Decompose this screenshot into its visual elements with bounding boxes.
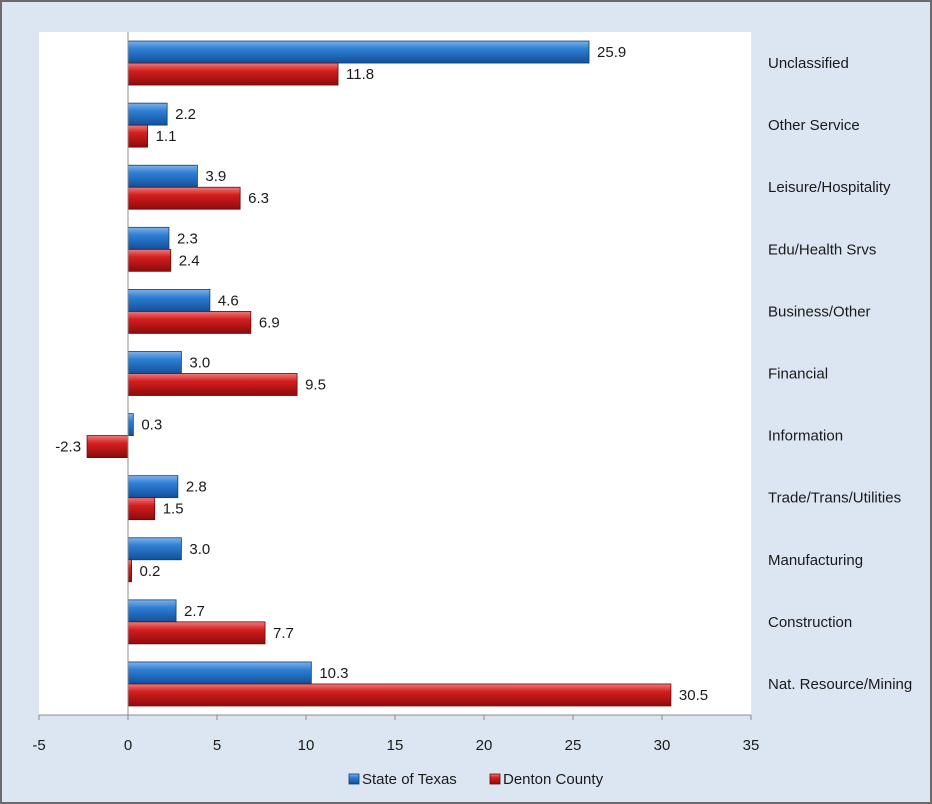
category-label: Financial xyxy=(768,366,828,383)
data-label: 1.5 xyxy=(163,501,184,518)
category-label: Information xyxy=(768,428,843,445)
x-tick-label: -5 xyxy=(32,737,45,754)
data-label: 0.2 xyxy=(140,563,161,580)
category-label: Manufacturing xyxy=(768,552,863,569)
denton-bar xyxy=(86,435,129,458)
category-label: Business/Other xyxy=(768,303,871,320)
texas-bar xyxy=(127,599,177,623)
legend-swatch xyxy=(489,773,501,785)
denton-bar xyxy=(127,559,132,583)
data-label: 6.9 xyxy=(259,314,280,331)
denton-bar xyxy=(127,311,252,334)
data-label: 2.8 xyxy=(186,479,207,496)
denton-bar xyxy=(127,373,298,396)
data-label: 3.9 xyxy=(205,168,226,185)
x-tick-label: 30 xyxy=(654,737,671,754)
x-tick-label: 5 xyxy=(213,737,221,754)
category-label: Construction xyxy=(768,614,852,631)
data-label: 3.0 xyxy=(189,355,210,372)
data-label: 1.1 xyxy=(156,128,177,145)
data-label: -2.3 xyxy=(55,439,81,456)
data-label: 3.0 xyxy=(189,541,210,558)
category-label: Other Service xyxy=(768,117,860,134)
data-label: 4.6 xyxy=(218,292,239,309)
data-label: 7.7 xyxy=(273,625,294,642)
denton-bar xyxy=(127,248,172,272)
legend-swatch xyxy=(348,773,360,785)
legend-label: Denton County xyxy=(503,771,604,788)
category-label: Trade/Trans/Utilities xyxy=(768,490,901,507)
x-tick-label: 35 xyxy=(743,737,760,754)
denton-bar xyxy=(127,497,156,521)
texas-bar xyxy=(127,537,182,561)
data-label: 30.5 xyxy=(679,687,708,704)
x-tick-label: 20 xyxy=(476,737,493,754)
denton-bar xyxy=(127,124,148,148)
texas-bar xyxy=(127,351,182,374)
denton-bar xyxy=(127,683,672,707)
data-label: 10.3 xyxy=(319,665,348,682)
data-label: 11.8 xyxy=(346,66,374,83)
category-label: Edu/Health Srvs xyxy=(768,241,876,258)
data-label: 0.3 xyxy=(141,417,162,434)
category-label: Nat. Resource/Mining xyxy=(768,676,912,693)
texas-bar xyxy=(127,661,312,685)
legend-label: State of Texas xyxy=(362,771,457,788)
x-tick-label: 15 xyxy=(387,737,404,754)
data-label: 2.2 xyxy=(175,106,196,123)
texas-bar xyxy=(127,475,179,499)
data-label: 2.7 xyxy=(184,603,205,620)
texas-bar xyxy=(127,164,198,188)
category-label: Unclassified xyxy=(768,55,849,72)
texas-bar xyxy=(127,40,590,64)
x-tick-label: 25 xyxy=(565,737,582,754)
data-label: 6.3 xyxy=(248,190,269,207)
data-label: 25.9 xyxy=(597,44,626,61)
x-tick-label: 0 xyxy=(124,737,132,754)
denton-bar xyxy=(127,621,266,645)
texas-bar xyxy=(127,226,170,250)
data-label: 2.4 xyxy=(179,252,200,269)
texas-bar xyxy=(127,413,134,436)
texas-bar xyxy=(127,102,168,126)
data-label: 2.3 xyxy=(177,230,198,247)
denton-bar xyxy=(127,62,339,86)
x-tick-label: 10 xyxy=(298,737,315,754)
category-label: Leisure/Hospitality xyxy=(768,179,891,196)
data-label: 9.5 xyxy=(305,377,326,394)
texas-bar xyxy=(127,289,211,312)
denton-bar xyxy=(127,186,241,210)
